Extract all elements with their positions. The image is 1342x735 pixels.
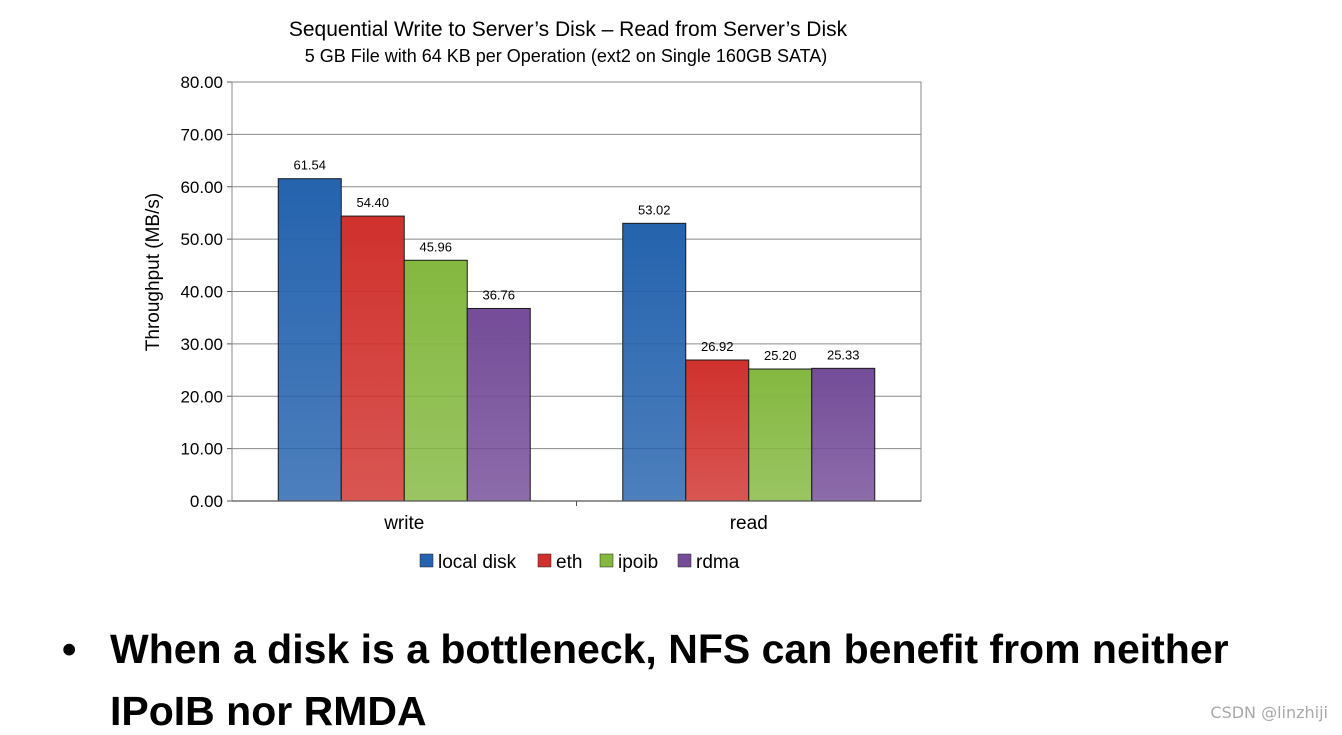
bullet-symbol: • [62, 626, 77, 672]
bar-local-disk-read [622, 222, 687, 502]
y-tick-label: 10.00 [180, 440, 223, 459]
bars-layer: 61.54 54.40 45.96 36.76 53.02 26.92 25.20 25.33 [277, 158, 876, 502]
data-label: 53.02 [638, 202, 671, 217]
axis-layer: 0.00 10.00 20.00 30.00 40.00 50.00 60.00 70.00 8… [180, 73, 922, 534]
y-tick-label: 60.00 [180, 178, 223, 197]
bullet-text-line-1: When a disk is a bottleneck, NFS can ben… [110, 626, 1229, 672]
data-label: 61.54 [293, 158, 326, 173]
x-category-label: write [383, 513, 424, 534]
legend-swatch [537, 553, 552, 568]
chart-title: Sequential Write to Server’s Disk – Read… [289, 18, 848, 41]
y-tick-label: 50.00 [180, 230, 223, 249]
bar-rdma-read [811, 367, 876, 502]
y-tick-label: 20.00 [180, 387, 223, 406]
x-category-label: read [730, 513, 768, 534]
bar-ipoib-write [403, 259, 468, 502]
chart-subtitle: 5 GB File with 64 KB per Operation (ext2… [305, 46, 828, 66]
bar-local-disk-write [277, 178, 342, 502]
bar-rdma-write [466, 307, 531, 502]
legend: local disk eth ipoib rdma [419, 552, 740, 573]
data-label: 25.20 [764, 348, 797, 363]
bar-ipoib-read [748, 368, 813, 502]
data-label: 26.92 [701, 339, 734, 354]
legend-label: ipoib [618, 552, 658, 573]
legend-label: eth [556, 552, 582, 573]
y-tick-label: 0.00 [190, 492, 223, 511]
legend-label: local disk [438, 552, 517, 573]
data-label: 54.40 [356, 195, 389, 210]
legend-swatch [677, 553, 692, 568]
legend-swatch [599, 553, 614, 568]
legend-label: rdma [696, 552, 740, 573]
bar-eth-read [685, 359, 750, 502]
bar-eth-write [340, 215, 405, 502]
legend-swatch [419, 553, 434, 568]
data-label: 45.96 [419, 239, 452, 254]
bullet-text-line-2: IPoIB nor RMDA [110, 688, 427, 734]
data-label: 36.76 [482, 287, 515, 302]
y-tick-label: 70.00 [180, 125, 223, 144]
data-label: 25.33 [827, 347, 860, 362]
y-tick-label: 80.00 [180, 73, 223, 92]
throughput-chart: Sequential Write to Server’s Disk – Read… [143, 18, 922, 573]
y-axis-label: Throughput (MB/s) [143, 193, 164, 351]
y-tick-label: 30.00 [180, 335, 223, 354]
y-tick-label: 40.00 [180, 283, 223, 302]
watermark: CSDN @linzhiji [1210, 703, 1328, 722]
